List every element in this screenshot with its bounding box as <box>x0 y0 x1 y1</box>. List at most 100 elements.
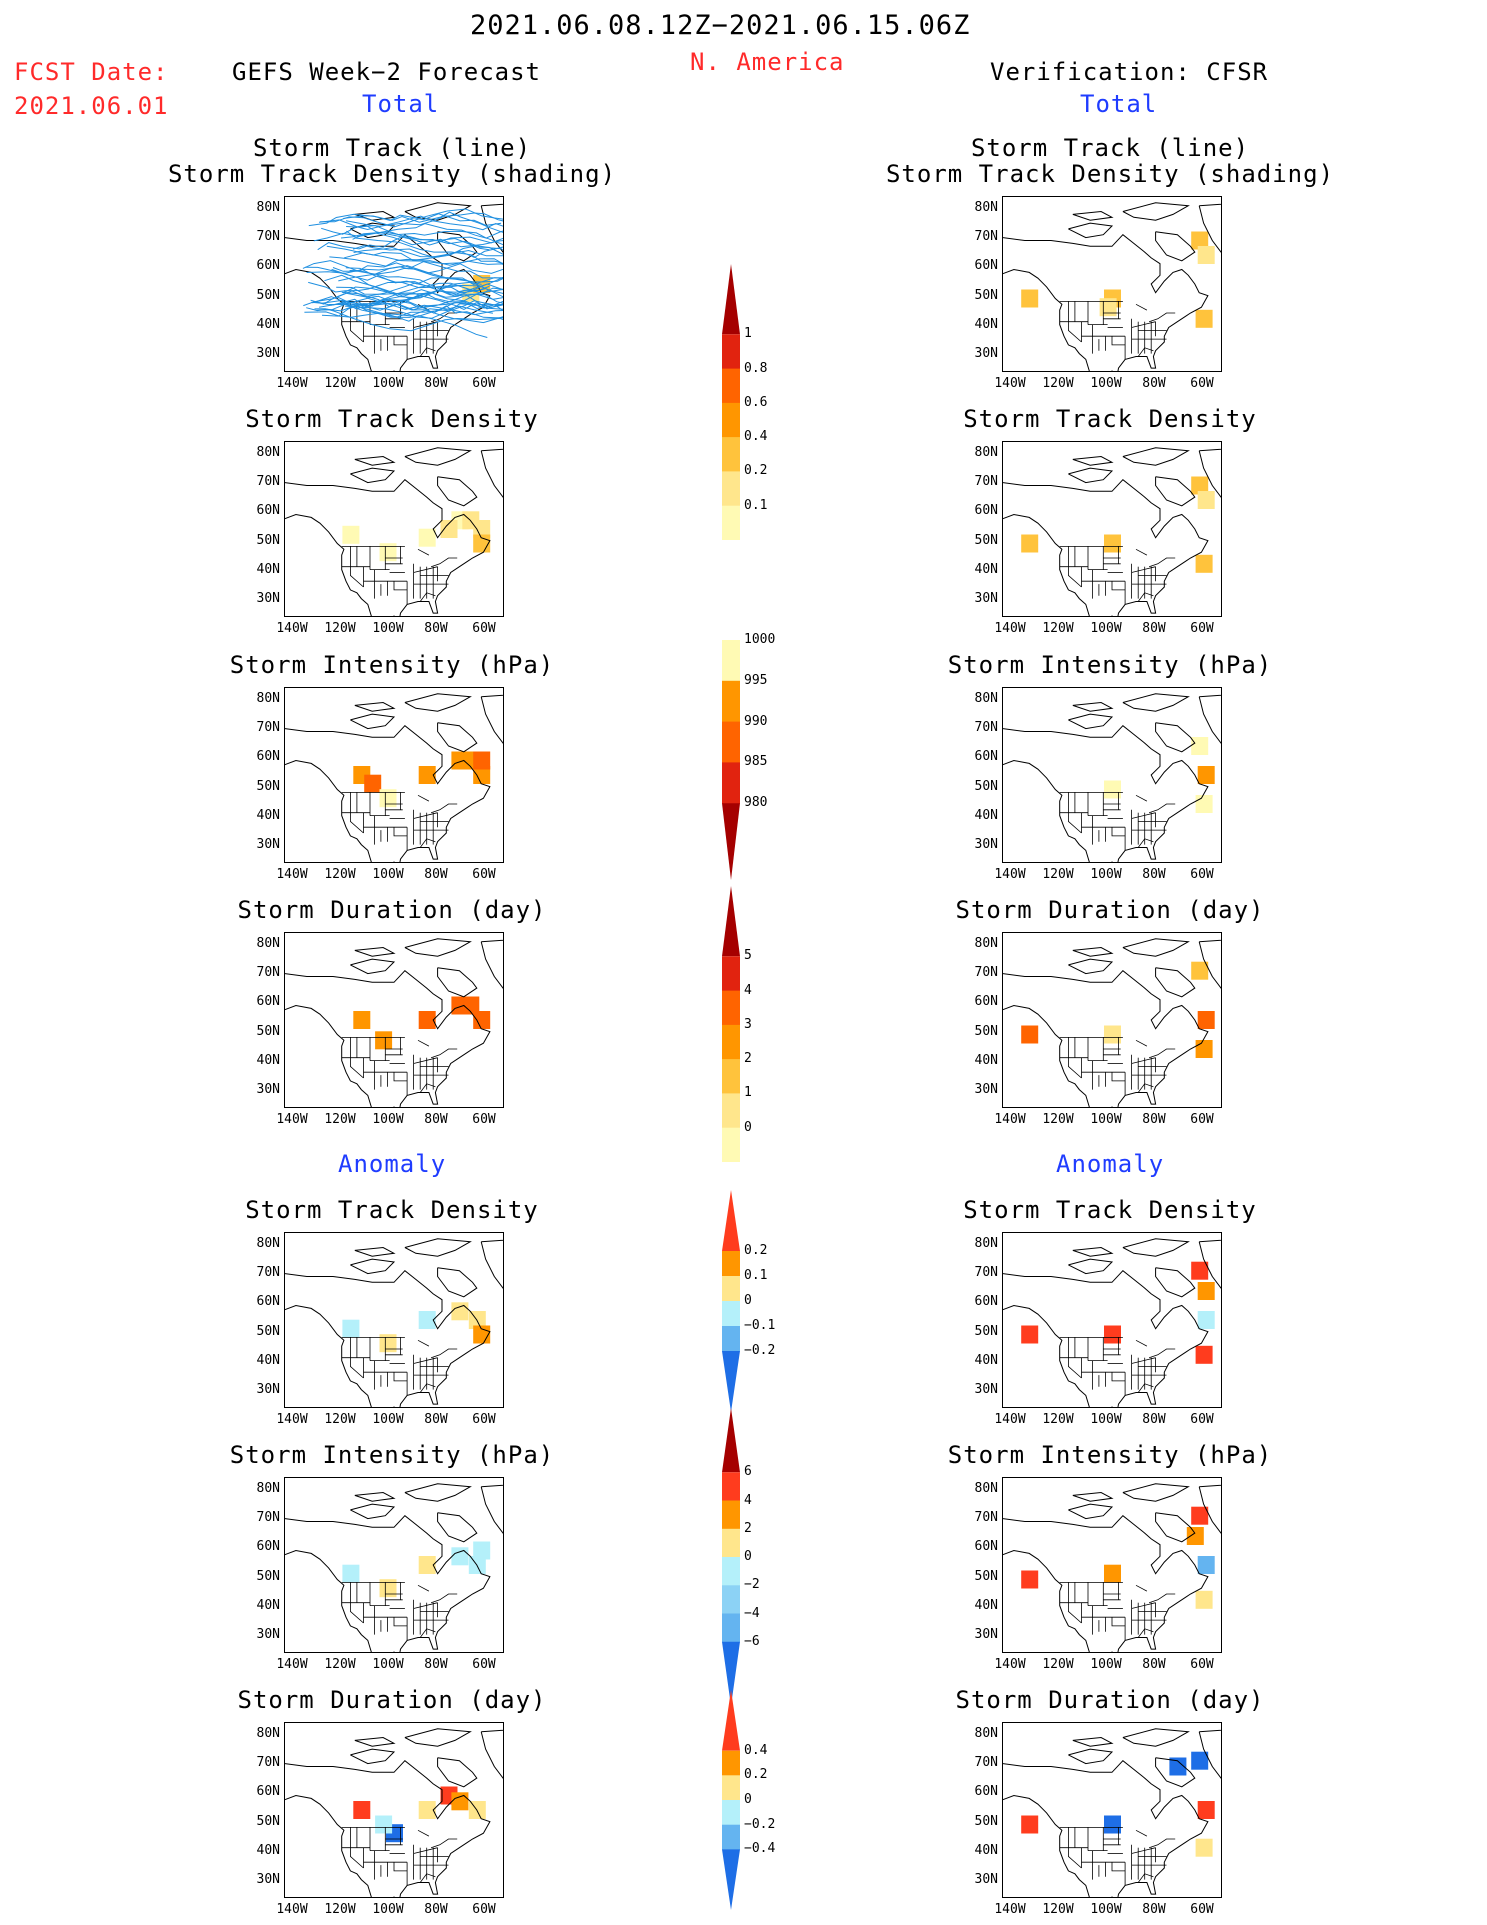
map-panel-gefs-track <box>284 196 504 372</box>
lat-tick-label: 40N <box>974 561 998 577</box>
field-cell <box>451 1792 469 1811</box>
field-cell <box>418 1011 436 1029</box>
coastline <box>437 1757 478 1788</box>
lat-tick-label: 30N <box>256 591 280 606</box>
colorbar-label: 0.8 <box>744 360 768 376</box>
coastline <box>285 1515 491 1652</box>
state-border <box>1137 838 1154 848</box>
field-cell <box>418 766 436 784</box>
state-border <box>393 1862 408 1872</box>
state-border <box>413 566 438 573</box>
storm-track-line <box>352 244 503 258</box>
state-border <box>350 566 364 588</box>
lat-tick-label: 80N <box>974 1726 998 1741</box>
state-border <box>1148 1348 1176 1359</box>
lon-tick-label: 100W <box>372 621 404 636</box>
coastline <box>1198 939 1221 989</box>
coastline <box>1122 938 1190 957</box>
state-border <box>1135 1039 1148 1047</box>
colorbar-duration-total <box>722 886 740 1162</box>
map-panel-cfsr-intensity-anom <box>1002 1477 1222 1653</box>
state-border <box>393 1072 408 1082</box>
colorbar-segment <box>722 334 740 370</box>
field-cell <box>1169 1757 1187 1776</box>
coastline <box>480 1729 503 1779</box>
colorbar-segment <box>722 1351 740 1412</box>
lat-tick-label: 50N <box>974 1023 998 1039</box>
coastline <box>1155 967 1196 998</box>
state-border <box>1068 1602 1082 1624</box>
field-cell <box>1021 1325 1039 1344</box>
coastline <box>480 448 503 498</box>
coastline <box>1003 479 1209 616</box>
storm-track-line <box>352 232 503 248</box>
lat-tick-label: 60N <box>256 1294 280 1310</box>
colorbar-label: 4 <box>744 982 752 998</box>
lon-tick-label: 120W <box>324 621 356 636</box>
colorbar-label: 1000 <box>744 632 776 647</box>
state-border <box>1148 1048 1176 1059</box>
colorbar-label: 0.2 <box>744 1767 768 1783</box>
map-panel-gefs-intensity <box>284 687 504 863</box>
state-border <box>419 347 436 357</box>
colorbar-segment <box>722 762 740 804</box>
storm-track-line <box>304 311 488 338</box>
lat-tick-label: 60N <box>974 1784 998 1800</box>
lat-tick-label: 30N <box>256 346 280 361</box>
coastline <box>1155 476 1196 507</box>
state-border <box>417 1829 430 1837</box>
field-cell <box>1191 1261 1209 1280</box>
lat-tick-label: 30N <box>256 1382 280 1397</box>
lon-tick-label: 100W <box>372 1112 404 1127</box>
field-cell <box>342 1319 360 1338</box>
colorbar-segment <box>722 264 740 335</box>
field-cell <box>1191 476 1209 495</box>
panel-title: Storm Intensity (hPa) <box>947 651 1273 679</box>
panel-title: Storm Duration (day) <box>955 1686 1265 1714</box>
coastline <box>285 479 491 616</box>
lon-tick-label: 80W <box>424 376 448 391</box>
lat-tick-label: 30N <box>256 1082 280 1097</box>
coastline <box>1003 1515 1209 1652</box>
field-cell <box>418 1801 436 1819</box>
coastline <box>350 1748 396 1765</box>
lat-tick-label: 70N <box>256 1265 280 1281</box>
lat-tick-label: 60N <box>256 258 280 274</box>
state-border <box>1131 1847 1156 1854</box>
colorbar-label: 0 <box>744 1119 752 1135</box>
coastline <box>1072 946 1114 957</box>
lon-tick-label: 60W <box>472 867 496 882</box>
map-panel-cfsr-intensity <box>1002 687 1222 863</box>
field-cell <box>473 520 491 538</box>
lon-tick-label: 80W <box>1142 1657 1166 1672</box>
state-border <box>1068 1847 1082 1869</box>
panel-title: Storm Track Density <box>963 1196 1257 1224</box>
state-border <box>419 592 436 602</box>
coastline <box>354 1736 396 1747</box>
lon-tick-label: 100W <box>1090 867 1122 882</box>
field-cell <box>440 520 458 538</box>
lat-tick-label: 50N <box>974 778 998 794</box>
lon-tick-label: 120W <box>324 1412 356 1427</box>
state-border <box>419 1383 436 1393</box>
lat-tick-label: 50N <box>974 1323 998 1339</box>
coastline <box>1122 202 1190 221</box>
lat-tick-label: 80N <box>974 691 998 706</box>
colorbar-label: 5 <box>744 948 752 964</box>
lat-tick-label: 60N <box>256 749 280 765</box>
colorbar-label: 0.2 <box>744 463 768 479</box>
coastline <box>437 722 478 753</box>
colorbar-segment <box>722 956 740 992</box>
colorbar-label: 6 <box>744 1464 752 1480</box>
map-panel-cfsr-duration <box>1002 932 1222 1108</box>
left-column-title: GEFS Week−2 Forecast <box>232 58 541 86</box>
field-cell <box>1195 309 1213 328</box>
lon-tick-label: 120W <box>1042 1902 1074 1917</box>
lon-tick-label: 120W <box>324 1902 356 1917</box>
colorbar-segment <box>722 1800 740 1826</box>
state-border <box>1068 566 1082 588</box>
lat-tick-label: 50N <box>256 1023 280 1039</box>
lat-tick-label: 40N <box>256 561 280 577</box>
state-border <box>1135 1829 1148 1837</box>
colorbar-segment <box>722 1849 740 1910</box>
